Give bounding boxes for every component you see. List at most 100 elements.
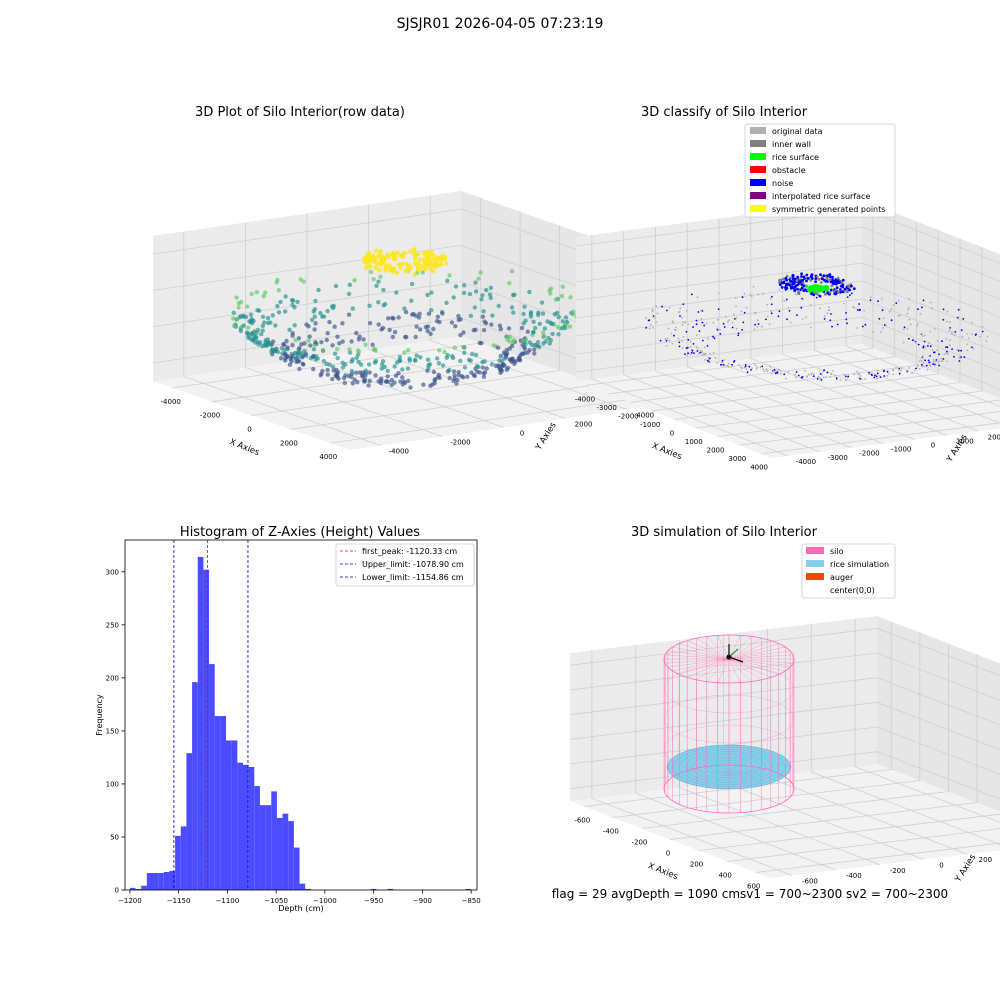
raw-point (389, 382, 394, 388)
sim-gridline-x (669, 654, 978, 840)
raw-point (367, 378, 372, 384)
raw-point (249, 291, 254, 297)
cls-point (835, 280, 839, 284)
cls-point (851, 292, 853, 295)
cls-point (797, 374, 800, 377)
raw-point (480, 365, 485, 370)
raw-point (371, 277, 376, 282)
raw-point (278, 299, 283, 305)
sim-legend-label: auger (830, 573, 854, 582)
cls-point (936, 349, 939, 351)
histogram-bar (197, 556, 204, 890)
cls-point (698, 330, 701, 332)
cls-point (793, 285, 797, 289)
raw-point (560, 284, 566, 289)
cls-point (924, 346, 927, 349)
cls-point (950, 332, 953, 335)
histogram-bar (135, 888, 142, 890)
cls-point (784, 276, 788, 280)
cls-point (928, 355, 931, 358)
raw-point (378, 274, 383, 279)
cls-gridline-z (575, 262, 1000, 318)
cls-point (946, 346, 949, 349)
raw-point (402, 251, 407, 256)
raw-point (467, 291, 473, 297)
status-footer: flag = 29 avgDepth = 1090 cmsv1 = 700~23… (551, 887, 949, 901)
histogram-bar (282, 813, 289, 890)
cls-point (743, 366, 746, 369)
raw-point (435, 356, 440, 361)
cls-point (648, 319, 651, 322)
cls-point (709, 352, 711, 355)
cls-point (769, 365, 772, 368)
cls-gridline-y (750, 214, 947, 436)
cls-point (731, 326, 734, 329)
raw-point (327, 362, 332, 367)
cls-point (900, 367, 903, 370)
raw-point (473, 280, 478, 285)
raw-point (431, 253, 437, 259)
cls-y-tick-label: -2000 (859, 450, 879, 458)
raw-point (361, 337, 366, 342)
sim-silo-roof (679, 643, 730, 660)
cls-point (655, 321, 658, 323)
cls-gridline-z (575, 280, 1000, 336)
histogram-bar (129, 887, 136, 890)
cls-gridline-y (813, 206, 1000, 424)
sim-silo-ring (663, 724, 795, 774)
cls-point (645, 326, 648, 329)
cls-point (651, 308, 654, 311)
raw-point (290, 343, 295, 348)
cls-point (949, 327, 951, 329)
cls-point (754, 364, 757, 367)
cls-point (922, 335, 924, 337)
sim-gridline-y (810, 623, 1000, 846)
cls-point (957, 349, 960, 352)
cls-point (685, 309, 688, 312)
cls-point (777, 368, 780, 371)
cls-pane-floor (576, 344, 1000, 458)
raw-point (346, 312, 352, 317)
cls-point (740, 310, 743, 313)
cls-gridline-z (575, 244, 1000, 300)
raw-x-tick-label: -2000 (200, 412, 220, 420)
cls-point (777, 315, 780, 318)
raw-point (426, 311, 432, 316)
raw-point (481, 309, 486, 314)
raw-point (285, 354, 290, 359)
cls-point (679, 315, 681, 317)
cls-point (752, 285, 755, 288)
cls-point (917, 308, 919, 311)
cls-point (800, 306, 803, 309)
cls-point (762, 292, 765, 295)
cls-point (799, 279, 803, 283)
cls-point (780, 372, 782, 375)
raw-point (313, 340, 318, 345)
cls-point (966, 333, 969, 335)
raw-point (405, 266, 410, 272)
cls-point (757, 293, 760, 296)
histogram-x-tick-label: −850 (462, 897, 481, 905)
cls-point (915, 367, 917, 370)
sim-gridline-x (584, 621, 892, 807)
raw-point (332, 324, 337, 329)
cls-point (830, 284, 834, 288)
sim-silo-ring (663, 664, 795, 714)
cls-points (645, 272, 989, 381)
cls-gridline-y (591, 234, 789, 457)
cls-point (847, 285, 851, 289)
cls-point (812, 293, 816, 297)
cls-point (675, 329, 677, 332)
raw-point (340, 321, 345, 326)
raw-point (298, 277, 303, 282)
cls-point (774, 372, 777, 375)
cls-point (735, 297, 737, 299)
raw-point (400, 375, 405, 380)
sim-gridline-x (612, 632, 921, 818)
raw-point (349, 339, 354, 344)
raw-point (412, 272, 418, 277)
cls-point (938, 364, 941, 367)
raw-point (340, 339, 345, 344)
cls-point (922, 355, 924, 358)
raw-point (400, 367, 405, 372)
